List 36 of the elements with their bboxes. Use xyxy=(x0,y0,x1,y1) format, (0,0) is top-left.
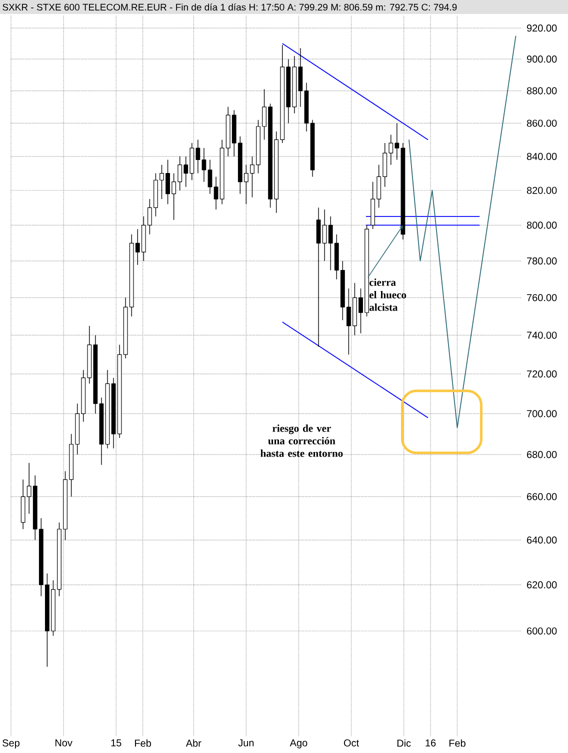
y-tick-label: 740.00 xyxy=(527,332,557,339)
x-tick-label: Dic xyxy=(397,739,411,747)
x-tick-label: Feb xyxy=(135,739,151,747)
y-tick-label: 600.00 xyxy=(527,627,557,635)
y-tick-label: 720.00 xyxy=(527,370,557,378)
x-tick-label: Sep xyxy=(2,739,20,748)
chart-title: SXKR - STXE 600 TELECOM.RE.EUR - Fin de día 1 días H: 17:50 A: 799.29 M: 806.59 m: 792.75 C: 794.9 xyxy=(2,3,457,11)
candlestick xyxy=(214,176,218,210)
x-tick-label: 15 xyxy=(111,739,122,746)
y-tick-label: 840.00 xyxy=(526,152,557,160)
x-tick-label: Jun xyxy=(238,739,254,746)
x-tick-label: Ago xyxy=(290,739,308,748)
line-series xyxy=(408,35,516,428)
y-tick-label: 920.00 xyxy=(526,24,557,32)
y-tick-label: 640.00 xyxy=(527,536,557,544)
y-tick-label: 660.00 xyxy=(527,493,557,500)
candlestick xyxy=(148,198,152,235)
annotation: cierra el hueco alcista xyxy=(370,278,406,311)
annotation: riesgo de ver una corrección hasta este entorno xyxy=(260,424,343,457)
y-tick-label: 860.00 xyxy=(526,120,557,127)
candlestick xyxy=(208,159,212,194)
x-tick-label: 16 xyxy=(426,739,436,746)
y-tick-label: 620.00 xyxy=(527,581,557,588)
y-tick-label: 680.00 xyxy=(527,451,557,458)
y-tick-label: 700.00 xyxy=(527,410,557,418)
x-tick-label: Feb xyxy=(449,739,466,747)
y-tick-label: 820.00 xyxy=(526,186,557,194)
x-tick-label: Nov xyxy=(55,739,72,746)
y-tick-label: 780.00 xyxy=(527,257,557,265)
x-tick-label: Oct xyxy=(344,739,359,746)
y-tick-label: 760.00 xyxy=(527,294,557,302)
y-tick-label: 900.00 xyxy=(526,56,557,63)
y-tick-label: 800.00 xyxy=(526,222,557,229)
x-tick-label: Abr xyxy=(186,739,202,747)
y-tick-label: 880.00 xyxy=(526,87,557,94)
candlestick xyxy=(202,148,206,182)
